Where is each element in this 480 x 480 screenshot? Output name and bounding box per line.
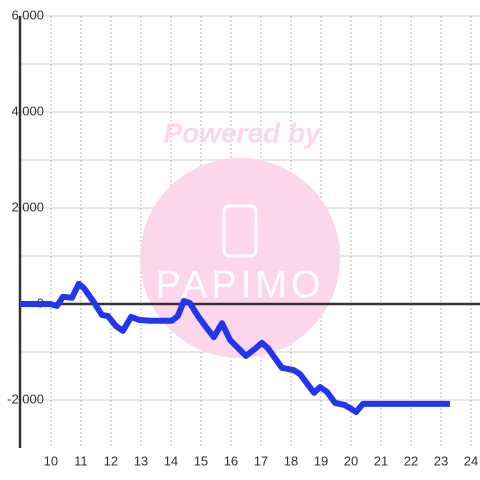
data-line	[20, 280, 450, 415]
x-tick-label: 11	[74, 453, 88, 468]
x-tick-label: 23	[434, 453, 448, 468]
watermark-circle	[140, 158, 340, 358]
x-tick-label: 18	[284, 453, 298, 468]
x-tick-label: 16	[224, 453, 238, 468]
x-tick-label: 20	[344, 453, 358, 468]
y-tick-label: -2,000	[7, 391, 44, 406]
x-tick-label: 22	[404, 453, 418, 468]
y-tick-label: 4,000	[11, 103, 44, 118]
x-tick-label: 10	[44, 453, 58, 468]
x-tick-label: 14	[164, 453, 178, 468]
x-tick-label: 19	[314, 453, 328, 468]
x-tick-label: 24	[464, 453, 478, 468]
x-tick-label: 15	[194, 453, 208, 468]
x-tick-label: 13	[134, 453, 148, 468]
x-tick-label: 12	[104, 453, 118, 468]
watermark-text: Powered by	[163, 117, 322, 148]
y-tick-label: 2,000	[11, 199, 44, 214]
x-tick-label: 21	[374, 453, 388, 468]
x-tick-label: 17	[254, 453, 268, 468]
watermark-logo: PAPIMO	[156, 264, 325, 306]
watermark-icon	[222, 204, 258, 258]
y-tick-label: 6,000	[11, 7, 44, 22]
